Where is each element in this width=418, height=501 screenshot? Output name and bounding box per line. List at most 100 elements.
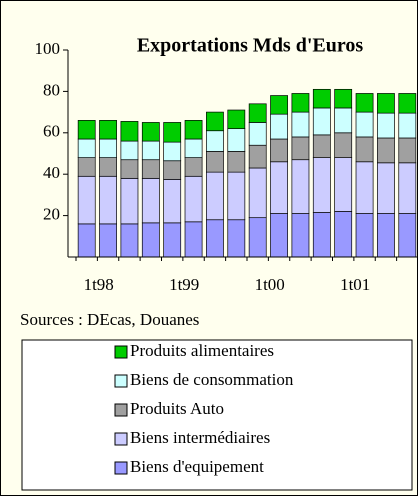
bar-segment bbox=[248, 122, 267, 146]
bar-segment bbox=[163, 222, 182, 258]
bar-segment bbox=[206, 151, 224, 173]
bar-segment bbox=[99, 223, 117, 258]
x-tick-label: 1t99 bbox=[169, 275, 199, 294]
y-tick-label: 20 bbox=[43, 205, 60, 224]
bar-segment bbox=[120, 121, 139, 142]
bar-segment bbox=[227, 128, 246, 152]
bar-segment bbox=[398, 137, 417, 164]
legend-box bbox=[21, 339, 413, 491]
bar-segment bbox=[334, 107, 353, 134]
bar-segment bbox=[377, 213, 395, 258]
bar-segment bbox=[206, 130, 224, 152]
bar-segment bbox=[312, 157, 331, 213]
bar-segment bbox=[227, 219, 246, 258]
bar-segment bbox=[120, 223, 139, 258]
bar-segment bbox=[355, 111, 374, 138]
bar-segment bbox=[248, 144, 267, 169]
bar-segment bbox=[206, 219, 224, 258]
bar-segment bbox=[77, 223, 96, 258]
bar-segment bbox=[141, 222, 160, 258]
bar-segment bbox=[398, 93, 417, 114]
legend-swatch bbox=[114, 374, 128, 388]
bar-segment bbox=[334, 157, 353, 212]
bar-segment bbox=[270, 213, 288, 258]
bar-segment bbox=[377, 162, 395, 214]
bar-segment bbox=[206, 111, 224, 132]
bar-segment bbox=[184, 120, 203, 140]
bar-segment bbox=[163, 179, 182, 224]
source-note: Sources : DEcas, Douanes bbox=[20, 310, 199, 329]
bar-segment bbox=[184, 175, 203, 223]
bar-segment bbox=[206, 171, 224, 221]
legend-swatch bbox=[114, 403, 128, 417]
x-tick-label: 1t98 bbox=[84, 275, 114, 294]
bar-segment bbox=[77, 120, 96, 140]
bar-segment bbox=[184, 157, 203, 177]
bar-segment bbox=[163, 141, 182, 162]
legend-swatch bbox=[114, 432, 128, 446]
chart-title: Exportations Mds d'Euros bbox=[137, 35, 364, 57]
bar-segment bbox=[377, 112, 395, 139]
bar-segment bbox=[248, 167, 267, 219]
bar-segment bbox=[77, 157, 96, 177]
bar-segment bbox=[248, 217, 267, 258]
bar-segment bbox=[355, 161, 374, 214]
bar-segment bbox=[291, 213, 310, 258]
bar-segment bbox=[270, 113, 288, 140]
y-tick-label: 40 bbox=[43, 163, 60, 182]
bar-segment bbox=[334, 211, 353, 258]
y-tick-label: 60 bbox=[43, 122, 60, 141]
legend-label: Biens de consommation bbox=[130, 370, 294, 389]
bar-segment bbox=[163, 122, 182, 143]
bar-segment bbox=[227, 109, 246, 130]
bar-segment bbox=[398, 213, 417, 258]
bar-segment bbox=[248, 103, 267, 123]
bar-segment bbox=[184, 221, 203, 258]
bar-segment bbox=[270, 161, 288, 214]
bar-segment bbox=[141, 177, 160, 224]
bar-segment bbox=[312, 212, 331, 258]
bar-segment bbox=[77, 175, 96, 225]
bar-segment bbox=[141, 122, 160, 142]
bar-segment bbox=[99, 175, 117, 225]
bar-segment bbox=[355, 136, 374, 163]
bar-segment bbox=[120, 140, 139, 161]
bar-segment bbox=[227, 151, 246, 173]
bar-segment bbox=[184, 138, 203, 158]
bar-segment bbox=[163, 160, 182, 180]
bar-segment bbox=[291, 136, 310, 161]
legend-swatch bbox=[114, 461, 128, 475]
y-tick-label: 80 bbox=[43, 80, 60, 99]
legend-label: Produits Auto bbox=[130, 399, 224, 418]
bar-segment bbox=[291, 159, 310, 214]
bar-segment bbox=[291, 111, 310, 138]
bar-segment bbox=[120, 159, 139, 179]
x-tick-label: 1t01 bbox=[340, 275, 370, 294]
bar-segment bbox=[312, 88, 331, 109]
bar-segment bbox=[99, 120, 117, 140]
bar-segment bbox=[355, 93, 374, 113]
legend-label: Biens d'equipement bbox=[130, 457, 264, 476]
legend-swatch bbox=[114, 345, 128, 359]
y-tick-label: 100 bbox=[35, 39, 61, 58]
bar-segment bbox=[312, 107, 331, 136]
bar-segment bbox=[99, 157, 117, 177]
x-tick-label: 1t00 bbox=[255, 275, 285, 294]
bar-segment bbox=[99, 138, 117, 158]
bar-segment bbox=[270, 95, 288, 115]
bar-segment bbox=[270, 138, 288, 163]
bar-segment bbox=[398, 112, 417, 139]
bar-segment bbox=[334, 132, 353, 158]
legend-label: Biens intermédiaires bbox=[130, 428, 270, 447]
bar-segment bbox=[77, 138, 96, 158]
bar-segment bbox=[120, 177, 139, 225]
bar-segment bbox=[312, 134, 331, 158]
bar-segment bbox=[377, 137, 395, 164]
bar-segment bbox=[291, 93, 310, 113]
bar-segment bbox=[334, 88, 353, 109]
bar-segment bbox=[141, 159, 160, 179]
bar-segment bbox=[227, 171, 246, 221]
bar-segment bbox=[141, 140, 160, 161]
legend-label: Produits alimentaires bbox=[130, 341, 274, 360]
